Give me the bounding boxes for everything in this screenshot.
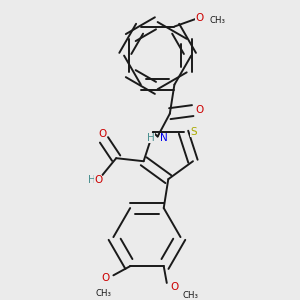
Text: O: O [170, 282, 179, 292]
Text: H: H [88, 176, 96, 185]
Text: O: O [195, 13, 203, 23]
Text: O: O [195, 105, 203, 115]
Text: H: H [147, 133, 154, 143]
Text: O: O [98, 129, 106, 139]
Text: O: O [101, 273, 110, 284]
Text: CH₃: CH₃ [182, 291, 198, 300]
Text: N: N [160, 133, 168, 143]
Text: O: O [94, 175, 103, 185]
Text: S: S [190, 127, 197, 136]
Text: CH₃: CH₃ [209, 16, 226, 25]
Text: CH₃: CH₃ [95, 289, 111, 298]
